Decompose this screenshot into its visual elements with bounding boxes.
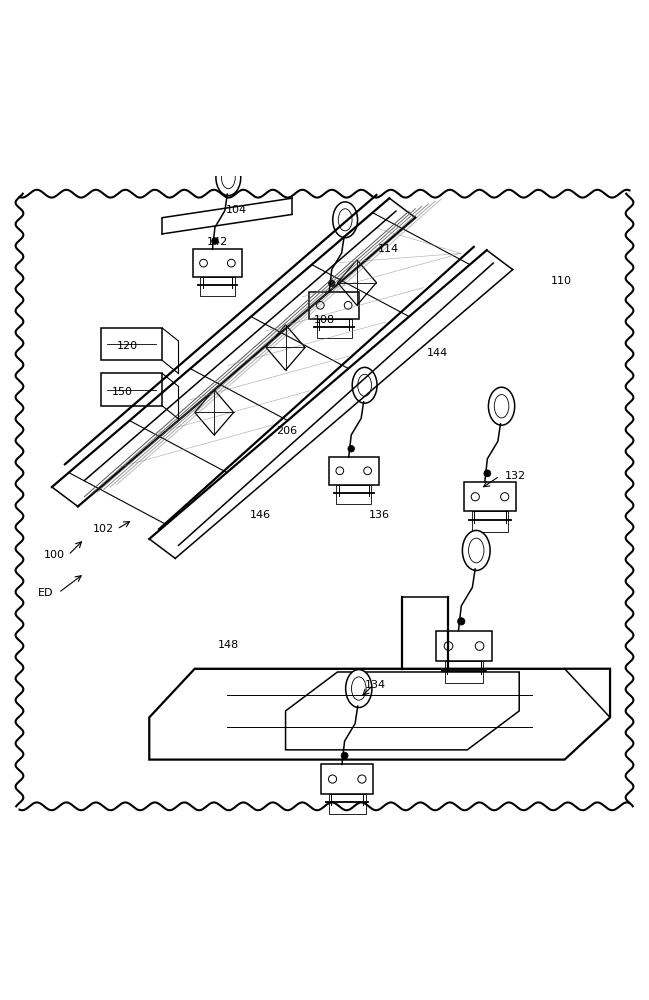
Ellipse shape — [333, 202, 358, 238]
Circle shape — [348, 445, 354, 452]
Text: ED: ED — [38, 588, 53, 598]
Ellipse shape — [352, 367, 377, 403]
Text: 100: 100 — [44, 550, 65, 560]
Circle shape — [212, 238, 218, 244]
Bar — [200, 277, 235, 296]
Bar — [336, 485, 371, 504]
Text: 144: 144 — [427, 348, 448, 358]
Ellipse shape — [216, 160, 241, 196]
Text: 108: 108 — [314, 315, 335, 325]
Bar — [310, 292, 359, 319]
Text: 102: 102 — [92, 524, 114, 534]
Text: 150: 150 — [112, 387, 133, 397]
Text: 114: 114 — [378, 244, 398, 254]
Text: 120: 120 — [116, 341, 138, 351]
Bar — [193, 249, 242, 277]
Bar — [329, 794, 365, 814]
Bar — [321, 764, 374, 794]
Text: 110: 110 — [550, 276, 571, 286]
Text: 134: 134 — [365, 680, 386, 690]
Bar — [445, 661, 484, 683]
Ellipse shape — [346, 670, 372, 708]
Circle shape — [341, 752, 348, 759]
Circle shape — [328, 280, 335, 287]
Ellipse shape — [489, 387, 515, 425]
Bar — [472, 511, 508, 532]
Text: 146: 146 — [250, 510, 271, 520]
Text: 206: 206 — [276, 426, 297, 436]
Text: 136: 136 — [369, 510, 389, 520]
Bar — [101, 328, 162, 360]
Circle shape — [458, 618, 465, 625]
Text: 132: 132 — [505, 471, 526, 481]
Bar — [463, 482, 517, 511]
Circle shape — [484, 470, 491, 477]
Ellipse shape — [462, 530, 490, 570]
Bar — [317, 319, 352, 338]
Bar — [436, 631, 492, 661]
Text: 142: 142 — [207, 237, 228, 247]
Text: 104: 104 — [227, 205, 247, 215]
Bar — [329, 457, 378, 485]
Text: 148: 148 — [217, 640, 239, 650]
Bar — [101, 373, 162, 406]
